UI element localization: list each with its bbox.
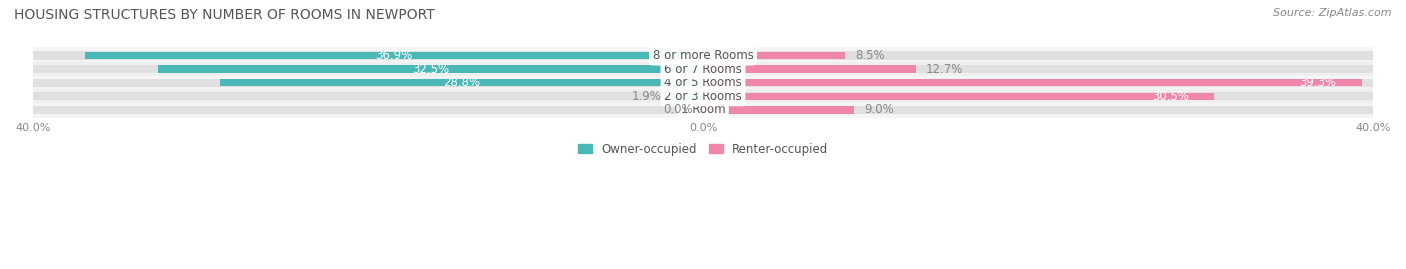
Legend: Owner-occupied, Renter-occupied: Owner-occupied, Renter-occupied	[578, 143, 828, 156]
Text: 8 or more Rooms: 8 or more Rooms	[652, 49, 754, 62]
Bar	[703, 65, 915, 73]
Text: 36.9%: 36.9%	[375, 49, 412, 62]
Bar	[32, 49, 1374, 62]
Text: 9.0%: 9.0%	[863, 103, 894, 116]
Text: 30.5%: 30.5%	[1152, 90, 1189, 103]
Text: 6 or 7 Rooms: 6 or 7 Rooms	[664, 63, 742, 76]
Text: HOUSING STRUCTURES BY NUMBER OF ROOMS IN NEWPORT: HOUSING STRUCTURES BY NUMBER OF ROOMS IN…	[14, 8, 434, 22]
Bar	[703, 93, 1215, 100]
Bar	[32, 92, 1374, 100]
Bar	[32, 90, 1374, 103]
Bar	[703, 106, 853, 114]
Bar	[32, 106, 1374, 114]
Text: 28.8%: 28.8%	[443, 76, 481, 89]
Bar	[221, 79, 703, 86]
Bar	[159, 65, 703, 73]
Bar	[32, 76, 1374, 90]
Bar	[671, 93, 703, 100]
Bar	[84, 52, 703, 59]
Text: 8.5%: 8.5%	[855, 49, 886, 62]
Text: Source: ZipAtlas.com: Source: ZipAtlas.com	[1274, 8, 1392, 18]
Bar	[32, 103, 1374, 117]
Bar	[703, 79, 1361, 86]
Text: 39.3%: 39.3%	[1299, 76, 1337, 89]
Text: 0.0%: 0.0%	[664, 103, 693, 116]
Text: 4 or 5 Rooms: 4 or 5 Rooms	[664, 76, 742, 89]
Text: 1.9%: 1.9%	[631, 90, 661, 103]
Text: 12.7%: 12.7%	[927, 63, 963, 76]
Bar	[32, 51, 1374, 59]
Bar	[32, 79, 1374, 87]
Text: 32.5%: 32.5%	[412, 63, 450, 76]
Bar	[32, 62, 1374, 76]
Text: 1 Room: 1 Room	[681, 103, 725, 116]
Text: 2 or 3 Rooms: 2 or 3 Rooms	[664, 90, 742, 103]
Bar	[32, 65, 1374, 73]
Bar	[703, 52, 845, 59]
